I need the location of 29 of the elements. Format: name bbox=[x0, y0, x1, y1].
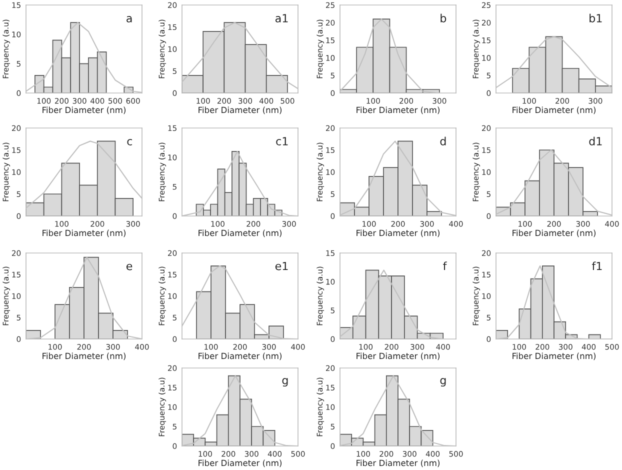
annotation: e bbox=[126, 264, 132, 270]
annotation: e1 bbox=[275, 262, 288, 270]
x-axis-title: Fiber Diameter (nm) bbox=[356, 352, 440, 360]
annotation: d1 bbox=[589, 136, 602, 146]
annotation: a bbox=[126, 16, 132, 22]
annotation: g bbox=[282, 378, 288, 387]
x-axis-title: Fiber Diameter (nm) bbox=[198, 106, 282, 114]
x-axis-title: Fiber Diameter (nm) bbox=[356, 460, 440, 468]
annotation: a1 bbox=[276, 14, 288, 22]
annotation: b bbox=[440, 14, 446, 22]
x-axis-title: Fiber Diameter (nm) bbox=[356, 230, 440, 238]
x-axis-title: Fiber Diameter (nm) bbox=[198, 460, 282, 468]
x-axis-title: Fiber Diameter (nm) bbox=[356, 106, 440, 114]
annotation: b1 bbox=[590, 14, 602, 22]
annotation: f1 bbox=[592, 262, 602, 270]
annotation: c1 bbox=[276, 137, 288, 146]
annotation: c bbox=[127, 139, 132, 146]
x-axis-title: Fiber Diameter (nm) bbox=[512, 106, 596, 114]
x-axis-title: Fiber Diameter (nm) bbox=[512, 352, 596, 360]
x-axis-title: Fiber Diameter (nm) bbox=[198, 352, 282, 360]
annotation: f bbox=[443, 262, 447, 270]
x-axis-title: Fiber Diameter (nm) bbox=[512, 230, 596, 238]
x-axis-title: Fiber Diameter (nm) bbox=[42, 106, 126, 114]
line-series bbox=[26, 256, 142, 339]
x-axis-title: Fiber Diameter (nm) bbox=[42, 352, 126, 360]
annotation: d bbox=[440, 136, 446, 146]
x-axis-title: Fiber Diameter (nm) bbox=[42, 230, 126, 238]
x-axis-title: Fiber Diameter (nm) bbox=[198, 230, 282, 238]
annotation: g bbox=[440, 378, 446, 387]
